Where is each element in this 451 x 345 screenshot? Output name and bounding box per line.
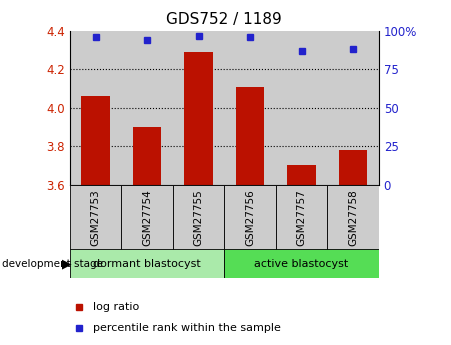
Bar <box>70 249 225 278</box>
Bar <box>225 31 276 185</box>
Bar <box>339 150 367 185</box>
Text: GSM27753: GSM27753 <box>91 189 101 246</box>
Bar <box>276 31 327 185</box>
Bar <box>327 31 379 185</box>
Text: log ratio: log ratio <box>93 302 139 312</box>
Bar <box>121 31 173 185</box>
Bar <box>327 185 379 250</box>
Bar <box>133 127 161 185</box>
Bar <box>225 249 379 278</box>
Bar <box>236 87 264 185</box>
Text: GSM27757: GSM27757 <box>297 189 307 246</box>
Text: GSM27758: GSM27758 <box>348 189 358 246</box>
Text: GSM27755: GSM27755 <box>193 189 204 246</box>
Text: dormant blastocyst: dormant blastocyst <box>93 259 201 268</box>
Text: percentile rank within the sample: percentile rank within the sample <box>93 323 281 333</box>
Bar <box>82 96 110 185</box>
Bar <box>70 185 121 250</box>
Bar <box>225 185 276 250</box>
Bar <box>184 52 213 185</box>
Text: GSM27756: GSM27756 <box>245 189 255 246</box>
Bar <box>287 165 316 185</box>
Title: GDS752 / 1189: GDS752 / 1189 <box>166 12 282 27</box>
Bar <box>173 185 225 250</box>
Bar <box>276 185 327 250</box>
Bar <box>173 31 225 185</box>
Bar <box>70 31 121 185</box>
Text: active blastocyst: active blastocyst <box>254 259 349 268</box>
Text: development stage: development stage <box>2 259 103 268</box>
Bar <box>121 185 173 250</box>
Text: GSM27754: GSM27754 <box>142 189 152 246</box>
Text: ▶: ▶ <box>62 257 72 270</box>
